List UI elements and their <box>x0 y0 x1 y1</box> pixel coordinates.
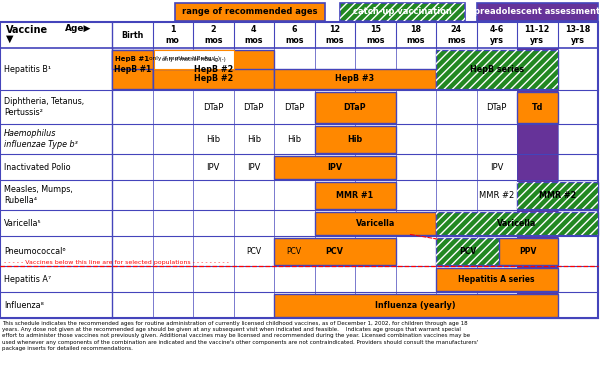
Text: - - - - - Vaccines below this line are for selected populations - - - - - - - - : - - - - - Vaccines below this line are f… <box>4 260 229 265</box>
Text: Varicella: Varicella <box>497 219 536 228</box>
Text: 12
mos: 12 mos <box>325 25 344 45</box>
Text: 4
mos: 4 mos <box>245 25 263 45</box>
Text: PCV: PCV <box>287 246 302 255</box>
Text: Hib: Hib <box>247 135 261 143</box>
Text: 18
mos: 18 mos <box>407 25 425 45</box>
Bar <box>517 91 557 122</box>
Text: Hepatitis A⁷: Hepatitis A⁷ <box>4 274 51 283</box>
Text: PPV: PPV <box>520 246 537 255</box>
Text: Measles, Mumps,
Rubella⁴: Measles, Mumps, Rubella⁴ <box>4 185 73 205</box>
Text: IPV: IPV <box>247 163 260 172</box>
Bar <box>517 181 598 208</box>
Bar <box>0 22 598 318</box>
Bar <box>112 50 152 88</box>
Text: Birth: Birth <box>121 30 143 39</box>
Text: Influenza⁸: Influenza⁸ <box>4 301 44 310</box>
Text: only if mother HBsAg (-): only if mother HBsAg (-) <box>161 57 226 62</box>
Bar <box>436 212 598 235</box>
Text: Varicella: Varicella <box>356 219 395 228</box>
Text: MMR #1: MMR #1 <box>337 190 374 199</box>
Text: 13-18
yrs: 13-18 yrs <box>565 25 590 45</box>
Text: Pneumococcal⁶: Pneumococcal⁶ <box>4 246 65 255</box>
Text: HepB #2: HepB #2 <box>194 65 233 74</box>
Text: 15
mos: 15 mos <box>366 25 385 45</box>
Text: Hib: Hib <box>287 135 301 143</box>
Text: This schedule indicates the recommended ages for routine administration of curre: This schedule indicates the recommended … <box>2 321 478 351</box>
Text: HepB #2: HepB #2 <box>194 74 233 83</box>
Bar <box>436 50 557 88</box>
Text: 4-6
yrs: 4-6 yrs <box>490 25 504 45</box>
Bar <box>436 237 499 264</box>
Bar <box>340 3 465 21</box>
Text: Influenza (yearly): Influenza (yearly) <box>376 301 456 310</box>
Bar <box>152 69 274 88</box>
Bar <box>154 50 233 69</box>
Bar <box>499 237 557 264</box>
Text: HepB #3: HepB #3 <box>335 74 374 83</box>
Bar <box>274 69 436 88</box>
Bar <box>314 126 395 152</box>
Text: 1
mo: 1 mo <box>166 25 179 45</box>
Text: PCV: PCV <box>246 246 262 255</box>
Text: Hepatitis B¹: Hepatitis B¹ <box>4 65 51 74</box>
Text: IPV: IPV <box>490 163 503 172</box>
Bar <box>436 237 499 264</box>
Bar <box>0 22 598 48</box>
Text: 2
mos: 2 mos <box>204 25 223 45</box>
Bar <box>112 50 152 69</box>
Bar <box>314 181 395 208</box>
Text: Inactivated Polio: Inactivated Polio <box>4 163 71 172</box>
Bar <box>175 3 325 21</box>
Text: DTaP: DTaP <box>487 102 507 111</box>
Bar <box>152 50 274 88</box>
Text: Age▶: Age▶ <box>65 24 91 33</box>
Text: DTaP: DTaP <box>284 102 304 111</box>
Text: 11-12
yrs: 11-12 yrs <box>524 25 550 45</box>
Text: PCV: PCV <box>459 246 476 255</box>
Text: preadolescent assessment: preadolescent assessment <box>475 7 600 16</box>
Bar <box>517 181 598 208</box>
Text: 6
mos: 6 mos <box>285 25 304 45</box>
Bar <box>274 156 395 179</box>
Bar <box>436 267 557 291</box>
Bar <box>436 50 557 88</box>
Text: ▼: ▼ <box>6 34 14 44</box>
Text: HepB #1: HepB #1 <box>113 65 151 74</box>
Text: DTaP: DTaP <box>244 102 264 111</box>
Text: Vaccine: Vaccine <box>6 25 48 35</box>
Text: PCV: PCV <box>326 246 344 255</box>
Text: Hib: Hib <box>347 135 362 143</box>
Bar <box>274 294 557 316</box>
Bar <box>154 50 215 68</box>
Text: DTaP: DTaP <box>203 102 223 111</box>
Bar <box>436 212 598 235</box>
Text: MMR #2: MMR #2 <box>539 190 576 199</box>
Text: catch-up vaccination: catch-up vaccination <box>353 7 452 16</box>
Text: IPV: IPV <box>206 163 220 172</box>
Text: IPV: IPV <box>327 163 343 172</box>
Bar <box>517 48 557 318</box>
Text: only if mother HBsAg (-): only if mother HBsAg (-) <box>149 56 220 61</box>
Text: Hib: Hib <box>206 135 220 143</box>
Text: Td: Td <box>532 102 543 111</box>
Bar <box>340 3 465 21</box>
Text: 24
mos: 24 mos <box>447 25 466 45</box>
Text: Diphtheria, Tetanus,
Pertussis²: Diphtheria, Tetanus, Pertussis² <box>4 97 84 117</box>
Text: HepB #1: HepB #1 <box>115 56 149 62</box>
Bar <box>314 91 395 122</box>
Text: range of recommended ages: range of recommended ages <box>182 7 318 16</box>
Text: Haemophilus
influenzae Type b³: Haemophilus influenzae Type b³ <box>4 129 78 149</box>
Text: DTaP: DTaP <box>344 102 367 111</box>
Text: HepB series: HepB series <box>470 65 524 74</box>
Bar <box>314 212 436 235</box>
Text: MMR #2: MMR #2 <box>479 190 514 199</box>
Bar <box>477 3 598 21</box>
Text: Varicella⁵: Varicella⁵ <box>4 219 41 228</box>
Bar <box>274 237 395 264</box>
Text: Hepatitis A series: Hepatitis A series <box>458 274 535 283</box>
